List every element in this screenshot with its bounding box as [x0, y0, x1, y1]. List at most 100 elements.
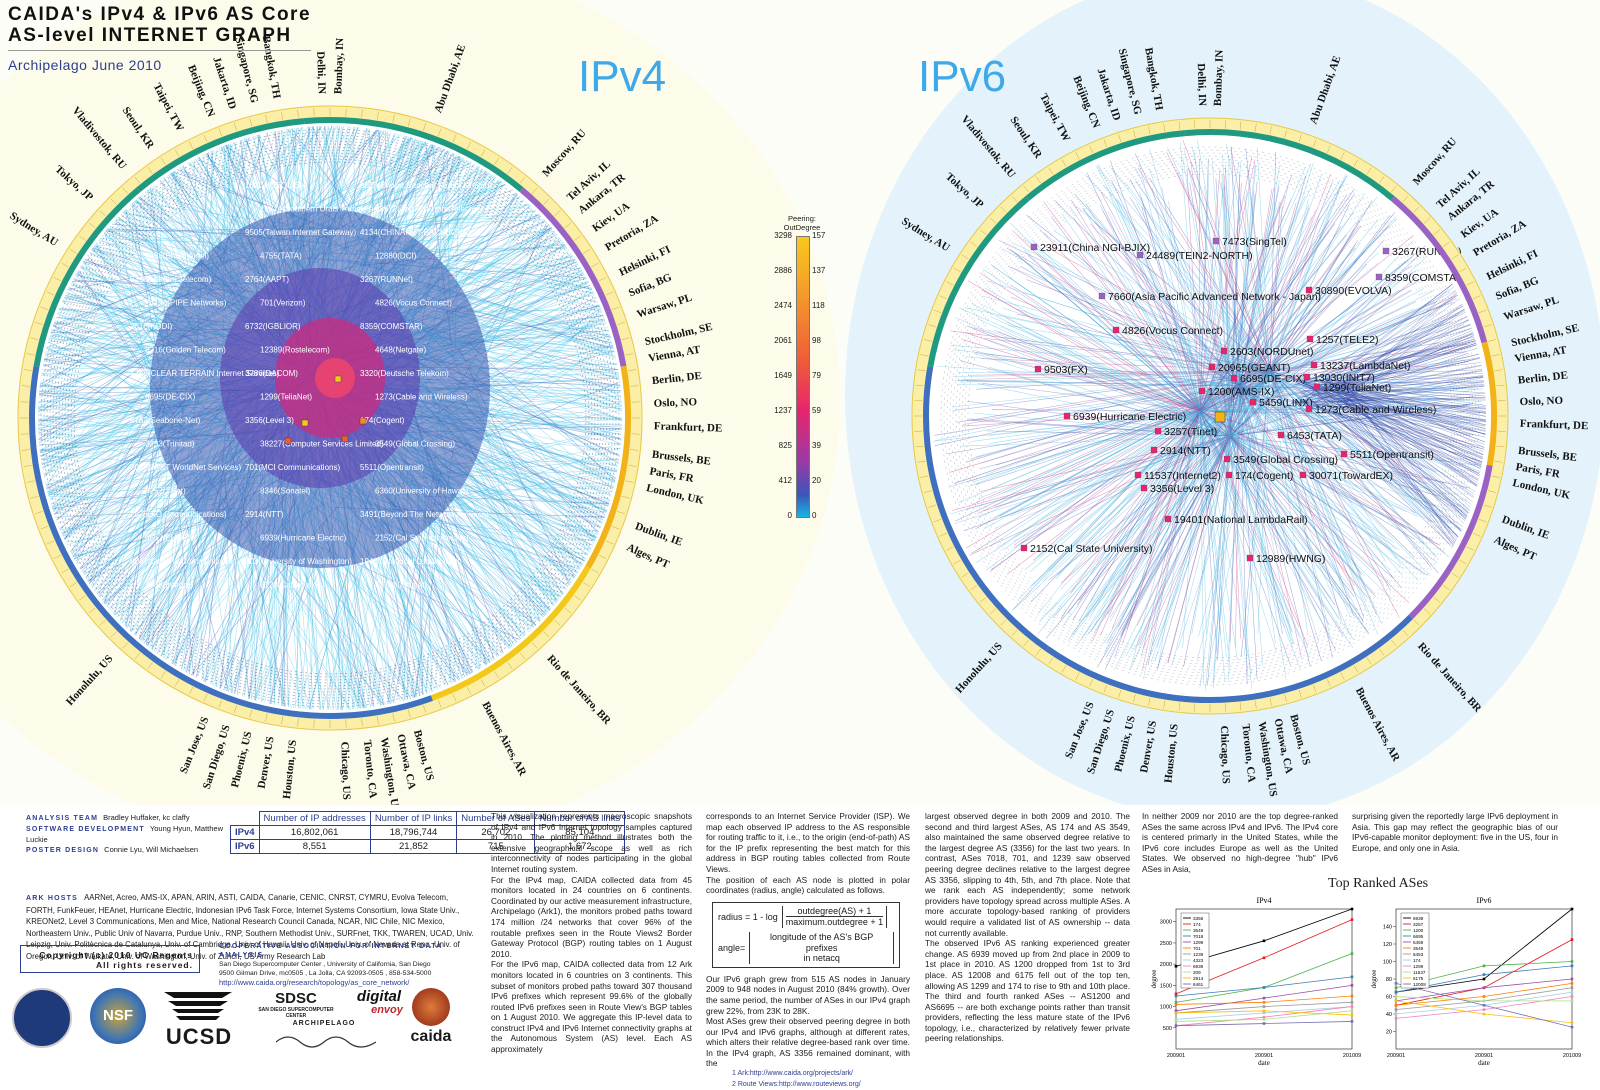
ipv6-node [1278, 432, 1284, 438]
city-label: Vladivostok, RU [70, 105, 129, 172]
city-label: Sofia, BG [1494, 274, 1541, 302]
data-point [1483, 1000, 1486, 1003]
ucsd-logo: UCSD [164, 1024, 234, 1050]
ipv6-node [1221, 348, 1227, 354]
mini-chart-title: IPv4 [1256, 896, 1271, 905]
city-label: Jakarta, ID [1095, 67, 1123, 122]
ipv6-node [1250, 399, 1256, 405]
city-label: Singapore, SG [1116, 47, 1144, 116]
ipv4-as-label: 19401(National LambdaRail) [360, 557, 462, 566]
city-label: Alges, PT [625, 542, 672, 572]
poster-title-line2: AS-level INTERNET GRAPH [8, 25, 311, 51]
formula-angle-label: angle= [718, 943, 745, 954]
ipv6-node [1209, 364, 1215, 370]
data-point [1395, 986, 1398, 989]
ipv6-as-label: 30071(TowardEX) [1309, 470, 1393, 482]
ipv4-heading: IPv4 [578, 52, 666, 102]
legend-entry: 1200 [1413, 928, 1424, 933]
legend-entry: 4323 [1193, 958, 1204, 963]
city-label: Abu Dhabi, AE [1308, 54, 1344, 126]
archipelago-logo: ARCHIPELAGO [274, 1020, 374, 1027]
city-label: Bangkok, TH [1142, 47, 1165, 112]
ipv6-node [1151, 447, 1157, 453]
body-paragraph: largest observed degree in both 2009 and… [925, 811, 1130, 1044]
data-point [1483, 965, 1486, 968]
legend-color-bar [796, 236, 810, 518]
ipv4-as-label: 1299(TeliaNet) [260, 393, 312, 402]
city-label: Moscow, RU [1411, 136, 1460, 188]
ipv6-as-label: 12989(HWNG) [1256, 553, 1325, 565]
data-point [1483, 973, 1486, 976]
city-label: Stockholm, SE [644, 321, 714, 348]
city-label: Toronto, CA [361, 739, 379, 799]
y-tick-label: 60 [1386, 995, 1392, 1001]
city-label: Phoenix, US [1112, 715, 1138, 774]
data-point [1395, 1013, 1398, 1016]
legend-title: Peering: OutDegree [770, 214, 834, 232]
formula-angle-2: in netacq [753, 953, 890, 964]
y-tick-label: 2000 [1160, 962, 1172, 968]
ipv6-node [1300, 472, 1306, 478]
text-column-3: largest observed degree in both 2009 and… [925, 811, 1130, 1044]
city-label: Tokyo, JP [943, 171, 986, 211]
ipv4-as-label: 12880(DCI) [375, 252, 417, 261]
archipelago-wave-icon [276, 1030, 376, 1050]
ipv4-as-label: 6695(DE-CIX) [145, 393, 196, 402]
city-label: Seoul, KR [120, 105, 157, 152]
ipv4-as-label: 16004(NSOL-SV) [245, 181, 308, 190]
mini-chart-title: IPv6 [1476, 896, 1491, 905]
city-label: Beijing, CN [1070, 74, 1102, 130]
legend-tick-right: 157 [812, 231, 838, 240]
legend-entry: 6453 [1413, 952, 1424, 957]
legend-entry: 5459 [1413, 940, 1424, 945]
data-point [1571, 908, 1574, 911]
city-label: Taipei, TW [151, 81, 186, 133]
row-name: IPv4 [231, 826, 260, 840]
cell: 18,796,744 [370, 826, 456, 840]
ipv6-as-label: 3356(Level 3) [1150, 483, 1214, 495]
ipv6-node [1031, 244, 1037, 250]
data-point [1395, 982, 1398, 985]
legend-entry: 3549 [1413, 946, 1424, 951]
ipv6-as-label: 6695(DE-CIX) [1240, 373, 1306, 385]
data-point [1571, 938, 1574, 941]
footnote-routeviews-link[interactable]: 2 Route Views:http://www.routeviews.org/ [732, 1080, 910, 1090]
ipv6-node [1311, 362, 1317, 368]
ipv6-node [1314, 384, 1320, 390]
data-point [1483, 986, 1486, 989]
footnote-ark-link[interactable]: 1 Ark:http://www.caida.org/projects/ark/ [732, 1069, 910, 1080]
ipv4-graph: 16004(NSOL-SV)9829(Bharat Sanchar Nigam … [34, 122, 626, 714]
data-point [1351, 1005, 1354, 1008]
city-label: Delhi, IN [1195, 63, 1208, 106]
body-paragraph: Our IPv6 graph grew from 515 AS nodes in… [706, 974, 910, 1069]
data-point [1571, 1026, 1574, 1029]
city-label: Tokyo, JP [53, 163, 96, 203]
city-label: Toronto, CA [1239, 723, 1257, 783]
x-axis-label: date [1258, 1059, 1270, 1067]
y-tick-label: 1000 [1160, 1005, 1172, 1011]
city-label: Rio de Janeiro, BR [1415, 640, 1484, 715]
ipv6-node [1135, 472, 1141, 478]
analysis-team-label: ANALYSIS TEAM [26, 815, 98, 822]
data-point [1263, 997, 1266, 1000]
ipv4-as-label: 38227(Computer Services Limited) [260, 440, 384, 449]
body-paragraph: corresponds to an Internet Service Provi… [706, 811, 910, 896]
legend-entry: 6939 [1413, 916, 1424, 921]
ipv4-as-label: 174(Cogent) [360, 416, 405, 425]
ipv4-as-label: 6360(University of Hawaii) [375, 487, 469, 496]
ipv4-as-label: 7385(Integra) [145, 581, 193, 590]
poster-title-line1: CAIDA's IPv4 & IPv6 AS Core [8, 4, 311, 25]
formula-radius-den: maximum.outdegree + 1 [786, 917, 883, 928]
city-label: London, UK [1511, 477, 1571, 502]
data-point [1263, 1010, 1266, 1013]
legend-entry: 3356 [1193, 916, 1204, 921]
ipv6-heading: IPv6 [918, 52, 1006, 102]
ipv4-as-label: 3320(Deutsche Telekom) [360, 369, 449, 378]
legend-entry: 6695 [1413, 934, 1424, 939]
ipv6-node [1137, 252, 1143, 258]
legend-entry: 1299 [1193, 940, 1204, 945]
legend-entry: 1239 [1193, 952, 1204, 957]
y-tick-label: 80 [1386, 977, 1392, 983]
ipv4-as-label: 4648(Netgate) [375, 346, 426, 355]
